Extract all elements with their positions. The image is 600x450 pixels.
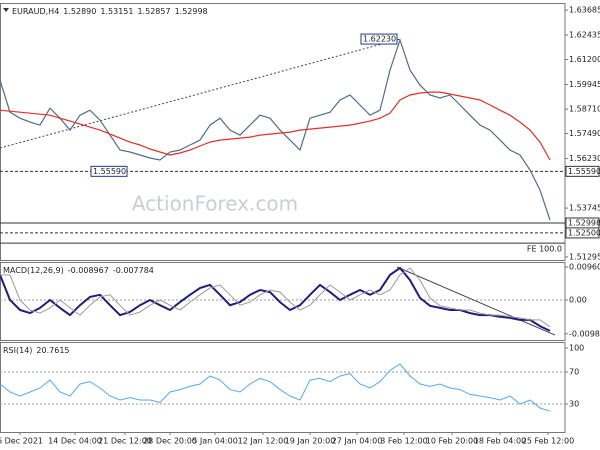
y-tick-label: 100 bbox=[569, 344, 584, 353]
callout-box bbox=[90, 165, 128, 177]
y-tick-label: 1.51295 bbox=[569, 252, 600, 261]
panel-frame bbox=[0, 342, 566, 433]
panel-header: EURAUD,H4 1.52890 1.53151 1.52857 1.52998 bbox=[12, 7, 208, 16]
y-tick-label: 1.61200 bbox=[569, 55, 600, 64]
y-tick-label: 30 bbox=[569, 400, 579, 409]
header-value: -0.008967 bbox=[68, 266, 109, 275]
watermark: ActionForex.com bbox=[132, 192, 298, 216]
y-tick-label: 1.57490 bbox=[569, 129, 600, 138]
y-tick-label: 1.58710 bbox=[569, 105, 600, 114]
y-tick-label: 0.00 bbox=[569, 296, 587, 305]
price-box bbox=[565, 227, 600, 239]
price-box-label: 1.52998 bbox=[568, 218, 600, 227]
header-value: 1.53151 bbox=[100, 7, 133, 16]
x-tick-label: 12 Jan 12:00 bbox=[238, 437, 289, 446]
header-value: 1.52998 bbox=[175, 7, 208, 16]
panel-header: RSI(14) 20.7615 bbox=[3, 346, 70, 355]
y-tick-label: 1.59945 bbox=[569, 80, 600, 89]
y-tick-label: 1.56230 bbox=[569, 154, 600, 163]
price-box-label: 1.55590 bbox=[568, 167, 600, 176]
y-tick-label: 0.009603 bbox=[569, 263, 600, 272]
panel-title: RSI(14) bbox=[3, 346, 32, 355]
header-value: 1.52890 bbox=[63, 7, 96, 16]
y-tick-label: 1.62435 bbox=[569, 30, 600, 39]
price-box-label: 1.52500 bbox=[568, 228, 600, 237]
panel-title: EURAUD,H4 bbox=[12, 7, 59, 16]
header-value: -0.007784 bbox=[113, 266, 154, 275]
x-tick-label: 5 Jan 04:00 bbox=[192, 437, 238, 446]
price-box bbox=[565, 165, 600, 177]
callout-label: 1.55590 bbox=[93, 167, 126, 176]
series-line bbox=[0, 267, 551, 328]
trendline bbox=[0, 38, 401, 149]
header-value: 20.7615 bbox=[36, 346, 69, 355]
x-tick-label: 27 Jan 04:00 bbox=[332, 437, 383, 446]
series-line bbox=[0, 91, 551, 161]
y-tick-label: 1.63685 bbox=[569, 6, 600, 15]
menu-icon bbox=[3, 8, 9, 12]
header-value: 1.52857 bbox=[137, 7, 170, 16]
x-tick-label: 19 Jan 20:00 bbox=[285, 437, 336, 446]
callout-box bbox=[360, 33, 398, 45]
panel-header: MACD(12,26,9) -0.008967 -0.007784 bbox=[3, 266, 154, 275]
x-tick-label: 25 Feb 12:00 bbox=[522, 437, 574, 446]
level-label: FE 100.0 bbox=[527, 245, 562, 254]
callout-label: 1.62230 bbox=[363, 35, 396, 44]
panel-title: MACD(12,26,9) bbox=[3, 266, 64, 275]
x-tick-label: 18 Feb 04:00 bbox=[474, 437, 526, 446]
series-line bbox=[0, 38, 551, 221]
y-tick-label: 70 bbox=[569, 368, 579, 377]
x-tick-label: 3 Feb 12:00 bbox=[380, 437, 427, 446]
x-tick-label: 21 Dec 12:00 bbox=[98, 437, 152, 446]
y-tick-label: -0.009851 bbox=[569, 329, 600, 338]
x-tick-label: 28 Dec 20:00 bbox=[143, 437, 197, 446]
y-tick-label: 1.53745 bbox=[569, 204, 600, 213]
trendline bbox=[396, 266, 556, 336]
series-line bbox=[0, 363, 551, 412]
x-tick-label: 14 Dec 04:00 bbox=[48, 437, 102, 446]
panel-frame bbox=[0, 3, 566, 261]
panel-frame bbox=[0, 262, 566, 341]
x-tick-label: 6 Dec 2021 bbox=[0, 437, 43, 446]
x-tick-label: 10 Feb 20:00 bbox=[426, 437, 478, 446]
